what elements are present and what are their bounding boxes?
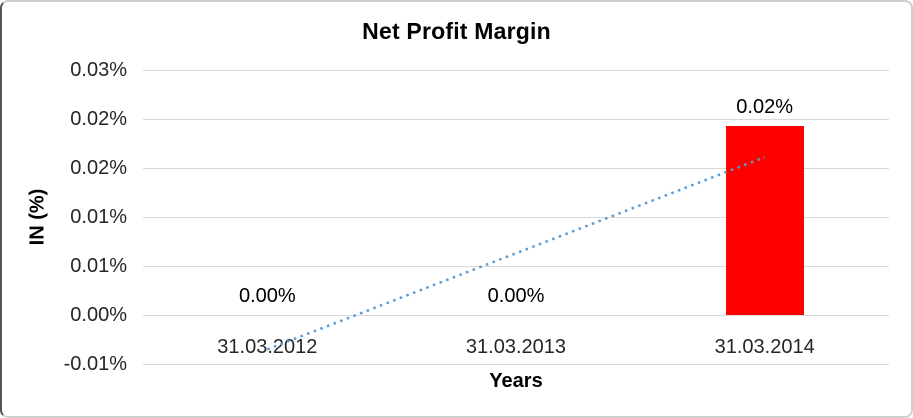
- y-tick-label: 0.00%: [70, 304, 127, 326]
- bar: [725, 125, 804, 315]
- data-label: 0.02%: [736, 95, 794, 118]
- trendline: [266, 156, 766, 351]
- gridline: [143, 118, 889, 120]
- x-category-label: 31.03.2013: [465, 336, 567, 358]
- y-tick-label: -0.01%: [63, 353, 127, 375]
- x-category-label: 31.03.2012: [217, 336, 318, 358]
- chart-title: Net Profit Margin: [362, 18, 551, 44]
- y-tick-label: 0.02%: [70, 157, 127, 179]
- data-label: 0.00%: [487, 285, 545, 307]
- x-axis-title: Years: [489, 370, 543, 392]
- y-tick-label: 0.02%: [70, 108, 127, 130]
- y-tick-label: 0.01%: [70, 206, 127, 228]
- data-label: 0.00%: [238, 285, 296, 307]
- y-tick-label: 0.03%: [70, 59, 127, 81]
- gridline: [143, 363, 889, 365]
- y-tick-label: 0.01%: [70, 255, 127, 277]
- x-category-label: 31.03.2014: [714, 336, 815, 358]
- gridline: [143, 69, 889, 71]
